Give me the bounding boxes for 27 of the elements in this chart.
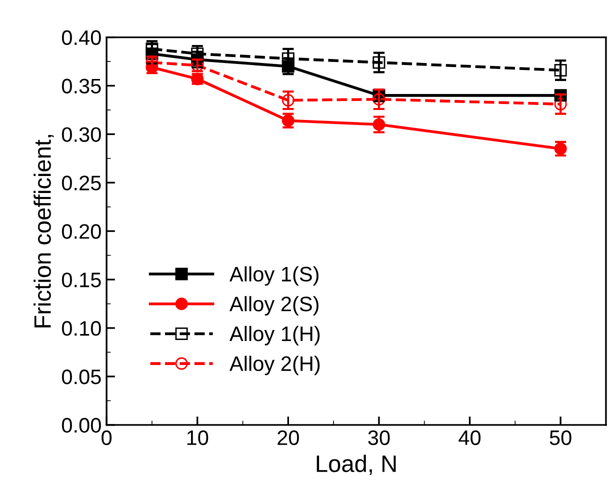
legend-label: Alloy 2(H): [230, 356, 320, 376]
point: [372, 56, 386, 69]
x-tick-label: 40: [458, 430, 481, 446]
y-tick-label: 0.20: [62, 224, 101, 239]
y-tick-label: 0.10: [62, 321, 101, 336]
x-tick-label: 20: [278, 430, 299, 446]
point: [372, 93, 386, 106]
y-tick-label: 0.25: [62, 176, 101, 190]
legend-label: Alloy 1(H): [230, 326, 320, 346]
x-tick-label: 30: [368, 430, 390, 446]
y-tick-label: 0.30: [62, 127, 101, 142]
y-tick-label: 0.35: [62, 78, 101, 94]
y-axis-title: Friction coefficient,: [34, 135, 54, 328]
point: [282, 52, 294, 65]
x-tick-label: 0: [102, 430, 112, 446]
y-tick-label: 0.40: [62, 30, 101, 46]
legend-label: Alloy 1(S): [230, 266, 318, 286]
x-tick-label: 10: [187, 430, 208, 446]
y-tick-label: 0.05: [62, 369, 101, 384]
point: [554, 98, 567, 110]
legend-label: Alloy 2(S): [230, 296, 318, 316]
x-axis-title: Load, N: [316, 454, 396, 475]
y-tick-label: 0.15: [62, 272, 101, 288]
x-tick-label: 50: [550, 430, 572, 446]
point: [554, 64, 567, 76]
y-tick-label: 0.00: [62, 418, 101, 433]
point: [282, 94, 294, 107]
